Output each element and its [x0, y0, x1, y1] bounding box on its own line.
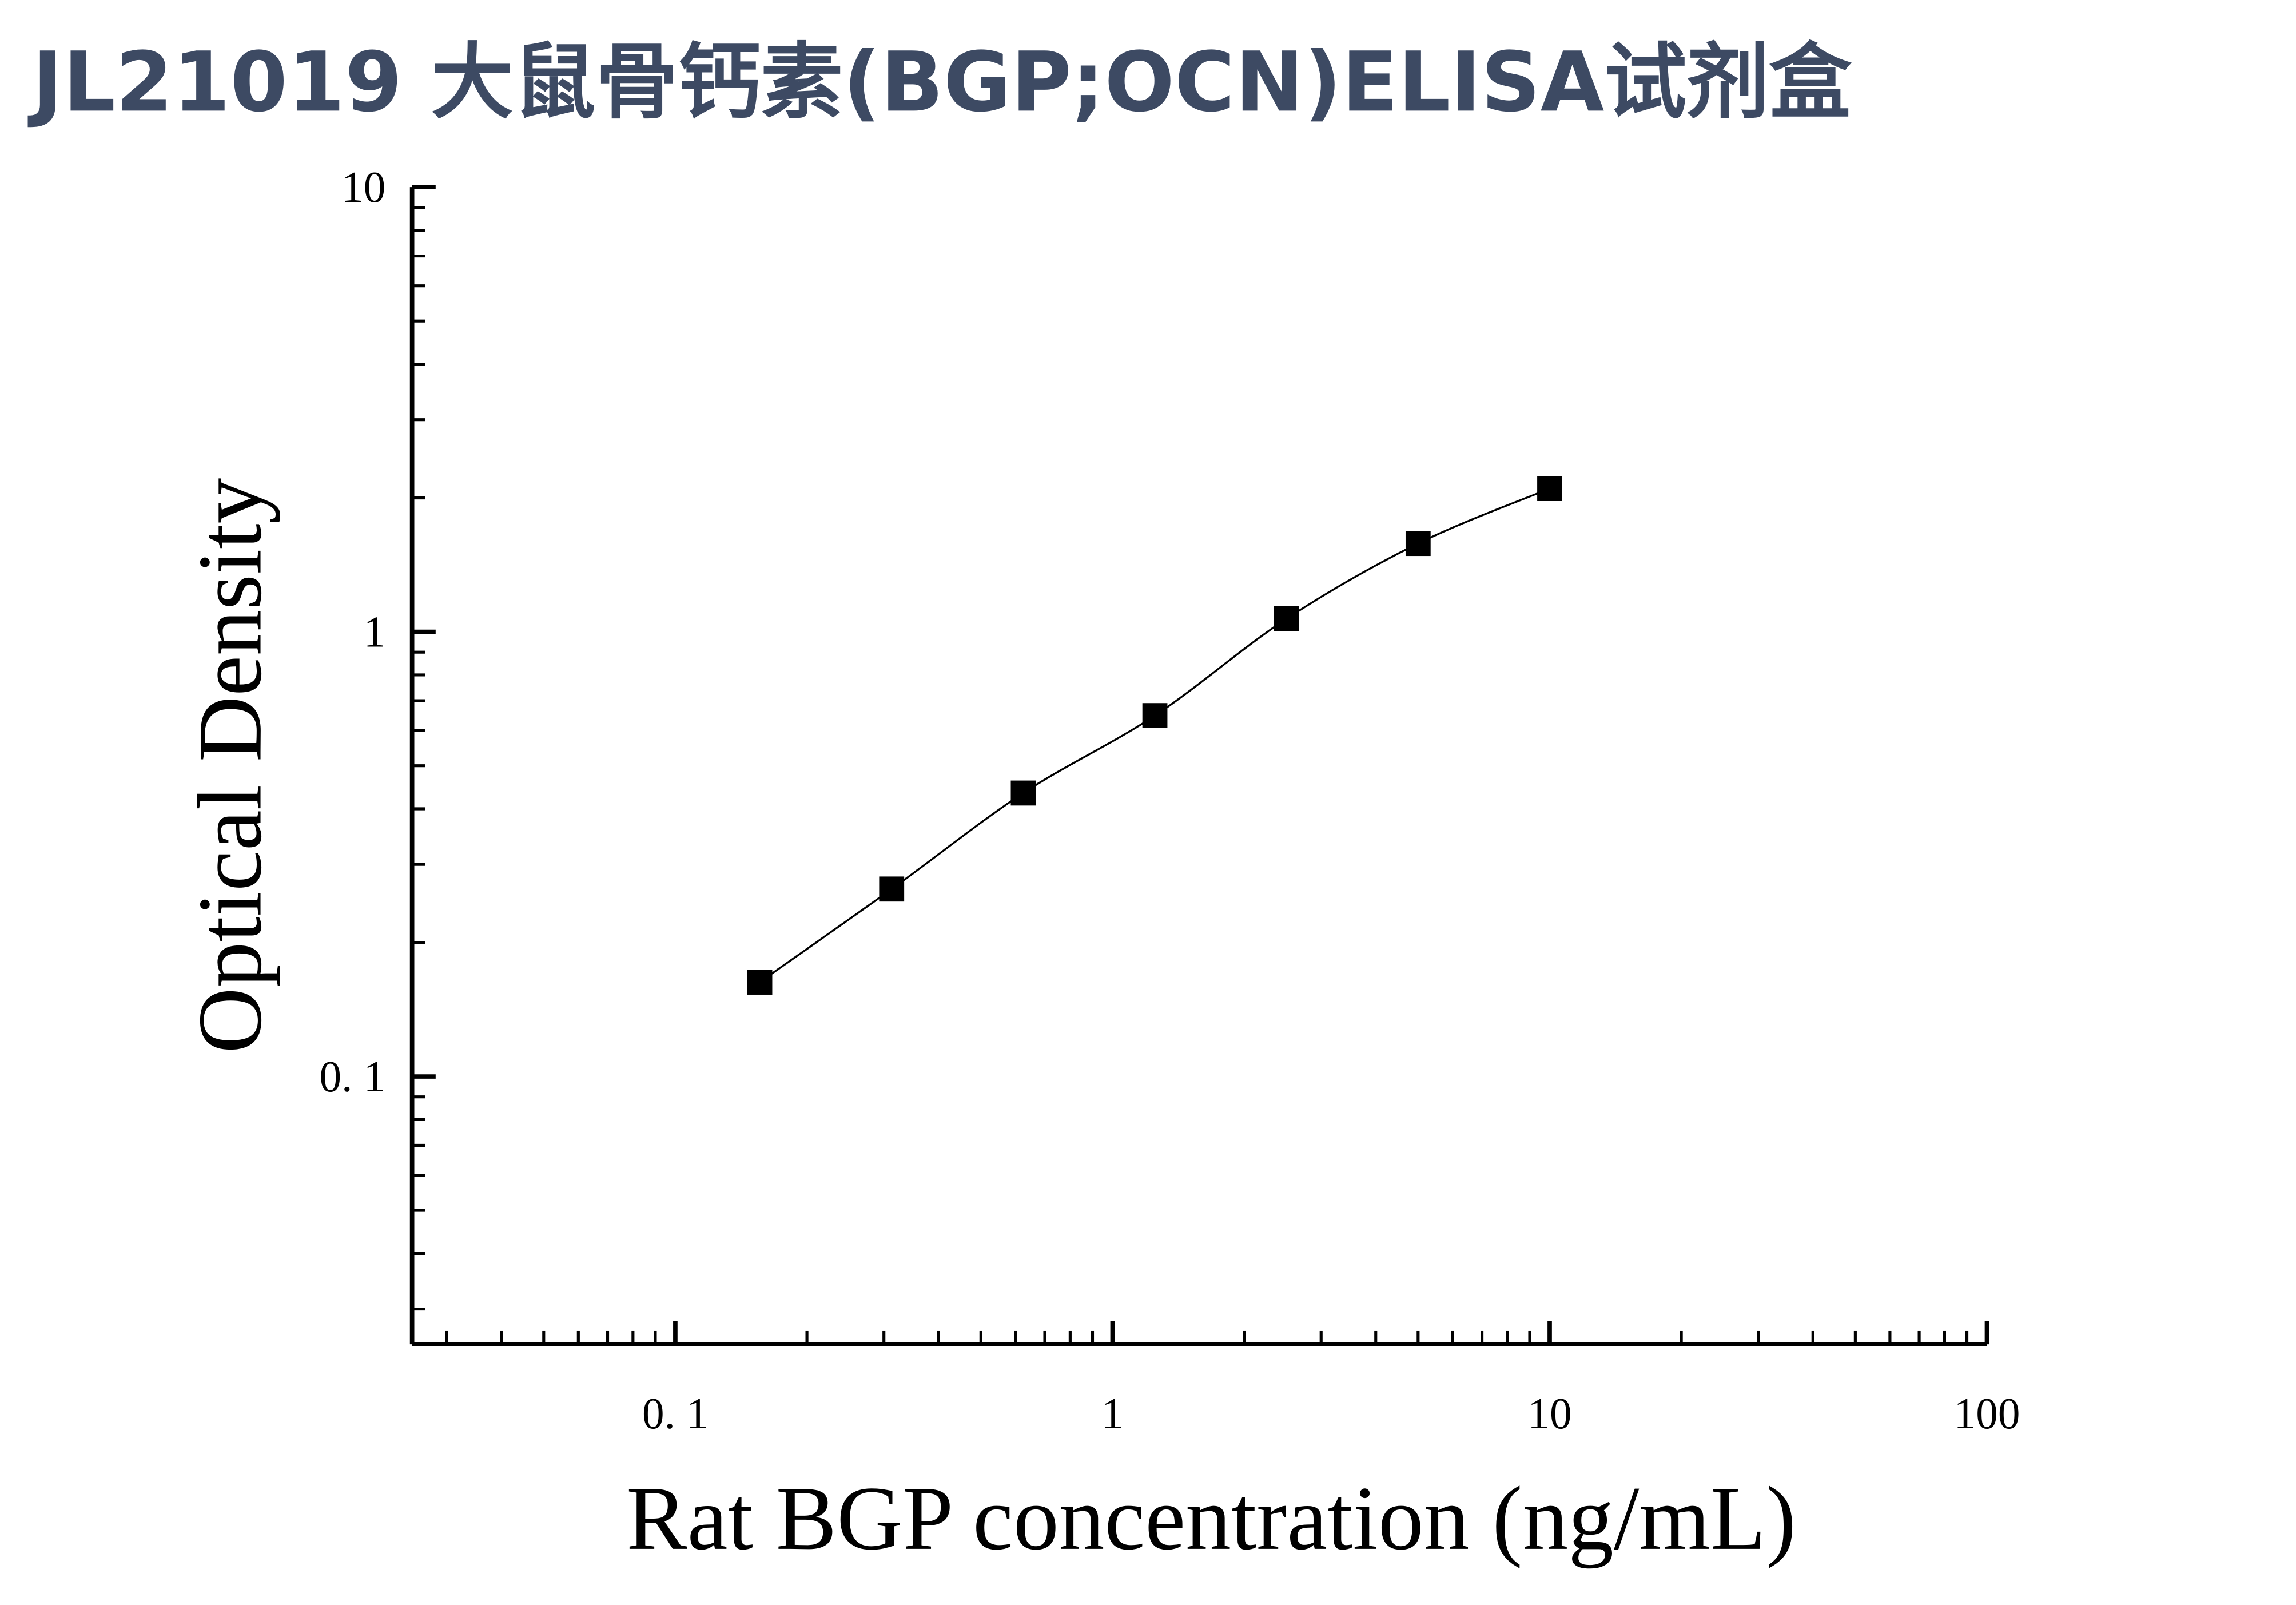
- curve: [759, 487, 1550, 983]
- chart-title: JL21019 大鼠骨钙素(BGP;OCN)ELISA试剂盒: [27, 34, 1852, 130]
- marker: [1537, 476, 1562, 501]
- x-axis-label: Rat BGP concentration (ng/mL): [626, 1468, 1796, 1569]
- x-tick-label: 100: [1954, 1389, 2020, 1438]
- marker: [879, 876, 905, 902]
- marker: [1274, 606, 1299, 631]
- x-tick-label: 10: [1527, 1389, 1571, 1438]
- x-tick-label: 1: [1101, 1389, 1124, 1438]
- marker: [747, 970, 773, 995]
- y-tick-label: 0. 1: [320, 1052, 386, 1101]
- marker: [1010, 780, 1036, 806]
- marker: [1142, 703, 1168, 728]
- y-axis-label: Optical Density: [180, 478, 281, 1053]
- marker: [1405, 531, 1431, 557]
- y-tick-label: 10: [341, 162, 385, 212]
- x-tick-label: 0. 1: [642, 1389, 709, 1438]
- y-tick-label: 1: [364, 607, 386, 656]
